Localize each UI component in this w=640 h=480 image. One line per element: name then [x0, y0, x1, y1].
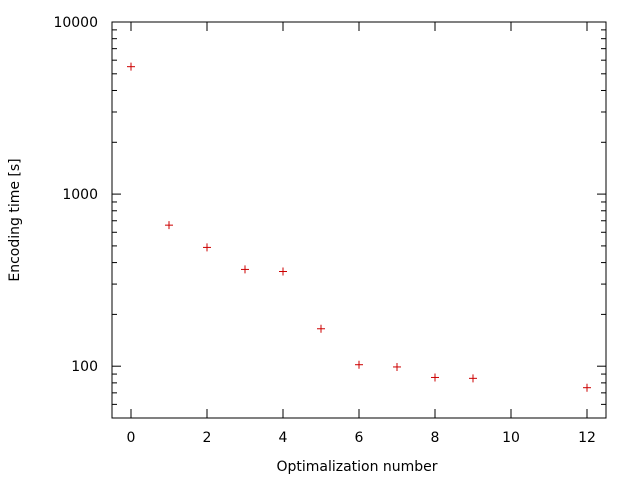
data-point [583, 383, 591, 392]
data-point [393, 362, 401, 371]
x-tick-label: 0 [127, 430, 136, 446]
data-points [127, 62, 591, 392]
x-tick-label: 4 [279, 430, 288, 446]
y-axis-label: Encoding time [s] [7, 158, 23, 281]
y-tick-label: 100 [71, 359, 98, 375]
data-point [127, 62, 135, 71]
axes: 0 2 4 6 8 10 12 100 1000 10000 [53, 15, 607, 446]
data-point [241, 265, 249, 274]
y-tick-label: 10000 [53, 15, 98, 31]
data-point [355, 360, 363, 369]
x-tick-label: 12 [578, 430, 596, 446]
data-point [203, 243, 211, 252]
data-point [279, 267, 287, 276]
data-point [165, 221, 173, 230]
data-point [317, 324, 325, 333]
x-tick-label: 8 [431, 430, 440, 446]
x-axis-label: Optimalization number [276, 459, 437, 475]
x-tick-label: 6 [355, 430, 364, 446]
x-tick-label: 10 [502, 430, 520, 446]
data-point [469, 374, 477, 383]
plot-frame [111, 21, 607, 419]
y-tick-label: 1000 [62, 187, 98, 203]
data-point [431, 373, 439, 382]
x-tick-label: 2 [203, 430, 212, 446]
